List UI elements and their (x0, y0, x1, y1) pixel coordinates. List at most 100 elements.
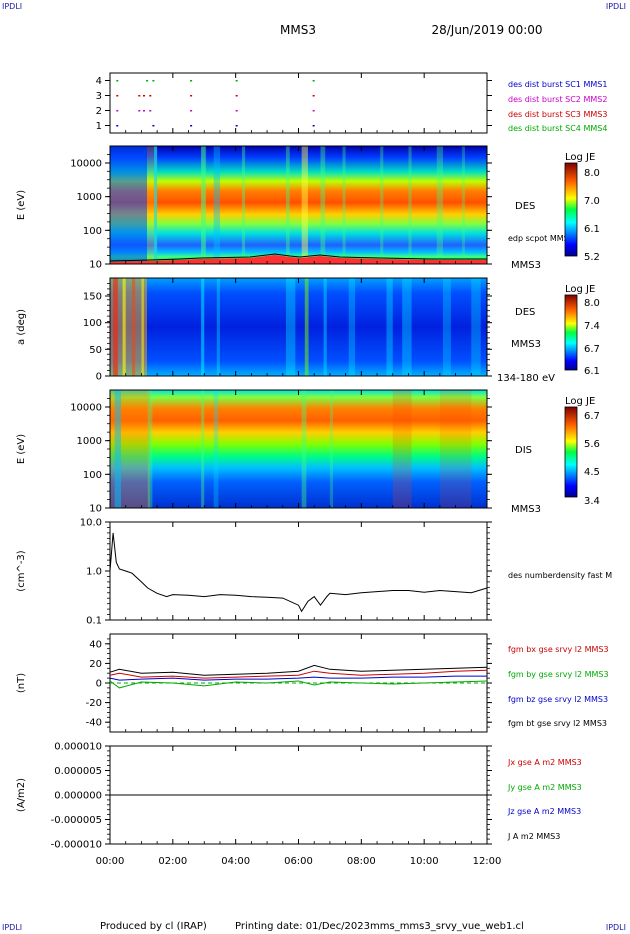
colorbar-des-pa: Log JE 8.0 7.4 6.7 6.1 (564, 284, 600, 377)
y-tick-label: -20 (86, 698, 102, 709)
burst-mark (152, 125, 155, 127)
y-tick-label: 1 (96, 121, 102, 132)
y-tick-label: 10000 (70, 159, 102, 170)
legend-by: fgm by gse srvy l2 MMS3 (508, 670, 609, 679)
spectrogram-stripe (408, 146, 412, 264)
spectrogram-stripe (131, 278, 136, 376)
burst-mark (116, 95, 119, 97)
footer-credit: Produced by cl (IRAP) (100, 921, 207, 932)
corner-label-tl: IPDLI (2, 2, 23, 11)
dis-energy-panel: 10 100 1000 10000 (70, 389, 492, 515)
des-e-label: DES (515, 201, 535, 212)
spectrogram-stripe (201, 278, 205, 376)
legend-bx: fgm bx gse srvy l2 MMS3 (508, 645, 609, 654)
y-tick-label: 100 (83, 226, 102, 237)
legend-bt: fgm bt gse srvy l2 MMS3 (508, 719, 607, 728)
bfield-series-line (109, 675, 487, 681)
burst-mark (190, 125, 193, 127)
spectrogram-stripe (285, 146, 290, 264)
colorbar-des-pa-tick: 8.0 (584, 298, 600, 309)
burst-mark (142, 95, 145, 97)
spectrogram-stripe (141, 278, 144, 376)
density-series-line (109, 532, 488, 613)
plot-title-mission: MMS3 (280, 23, 316, 37)
colorbar-dis-e-title: Log JE (565, 396, 595, 407)
corner-label-bl: IPDLI (2, 923, 23, 932)
y-tick-label: 0.000010 (54, 742, 102, 753)
footer-printing-date: Printing date: 01/Dec/2023 (235, 921, 370, 932)
y-tick-label: 1000 (77, 436, 102, 447)
burst-mark (149, 110, 152, 112)
bfield-series-line (109, 664, 488, 676)
burst-mark (235, 95, 238, 97)
spectrogram-stripe (386, 278, 393, 376)
y-tick-label: 0.1 (86, 616, 102, 627)
y-tick-label: 150 (83, 292, 102, 303)
spectrogram-stripe (201, 146, 206, 264)
des-e-sublabel: MMS3 (511, 260, 541, 271)
legend-jx: Jx gse A m2 MMS3 (507, 758, 582, 767)
footer-filename: mms_mms3_srvy_vue_web1.cl (370, 921, 524, 932)
colorbar-dis-e-tick: 4.5 (584, 467, 600, 478)
colorbar-des-e-tick: 6.1 (584, 224, 600, 235)
des-pitch-panel: 0 50 100 150 (83, 277, 492, 383)
colorbar-dis-e-tick: 5.6 (584, 439, 600, 450)
density-panel: 0.1 1.0 10.0 (80, 518, 492, 627)
colorbar-des-e-tick: 5.2 (584, 252, 600, 263)
spectrogram-stripe (380, 146, 384, 264)
legend-j: J A m2 MMS3 (507, 832, 560, 841)
des-e-ylabel: E (eV) (16, 190, 27, 220)
current-ylabel: (A/m2) (16, 778, 27, 812)
colorbar-des-pa-tick: 6.1 (584, 366, 600, 377)
density-legend: des numberdensity fast M (508, 571, 612, 580)
spectrogram-stripe (113, 278, 118, 376)
y-tick-label: 4 (96, 76, 102, 87)
burst-mark (190, 95, 193, 97)
y-tick-label: 3 (96, 91, 102, 102)
burst-mark (235, 110, 238, 112)
corner-label-br: IPDLI (605, 923, 626, 932)
burst-mark (152, 80, 155, 82)
y-tick-label: 0 (96, 679, 102, 690)
burst-mark (149, 95, 152, 97)
spectrogram-stripe (301, 390, 307, 508)
burst-mark (138, 110, 141, 112)
y-tick-label: 40 (89, 639, 102, 650)
y-tick-label: 10000 (70, 403, 102, 414)
y-tick-label: 10 (89, 504, 102, 515)
y-tick-label: -40 (86, 718, 102, 729)
y-tick-label: 100 (83, 470, 102, 481)
burst-mark (190, 80, 193, 82)
time-tick-label: 04:00 (221, 856, 250, 867)
time-tick-label: 10:00 (410, 856, 439, 867)
burst-mark (142, 110, 145, 112)
spectrogram-stripe (342, 146, 346, 264)
burst-mark (116, 125, 119, 127)
spectrogram-stripe (402, 278, 412, 376)
bfield-ylabel: (nT) (16, 673, 27, 693)
time-tick-label: 02:00 (158, 856, 187, 867)
y-tick-label: 0 (96, 372, 102, 383)
spectrogram-stripe (304, 278, 309, 376)
dis-e-ylabel: E (eV) (16, 434, 27, 464)
spectrogram-stripe (329, 390, 334, 508)
burst-mark (312, 80, 315, 82)
bfield-series-line (109, 680, 488, 689)
y-tick-label: 1.0 (86, 567, 102, 578)
spectrogram-stripe (301, 146, 308, 264)
y-tick-label: -0.000010 (51, 840, 102, 851)
legend-jy: Jy gse A m2 MMS3 (507, 783, 582, 792)
burst-mark (146, 80, 149, 82)
y-tick-label: 0.000005 (54, 766, 102, 777)
des-energy-panel: 10 100 1000 10000 (70, 145, 492, 271)
time-tick-label: 08:00 (347, 856, 376, 867)
y-tick-label: 20 (89, 659, 102, 670)
y-tick-label: -0.000005 (51, 815, 102, 826)
spectrogram-stripe (153, 146, 158, 264)
y-tick-label: 100 (83, 318, 102, 329)
y-tick-label: 10.0 (80, 518, 102, 529)
spectrogram-stripe (439, 390, 472, 508)
y-tick-label: 0.000000 (54, 791, 102, 802)
colorbar-des-e: Log JE 8.0 7.0 6.1 5.2 (564, 152, 600, 263)
